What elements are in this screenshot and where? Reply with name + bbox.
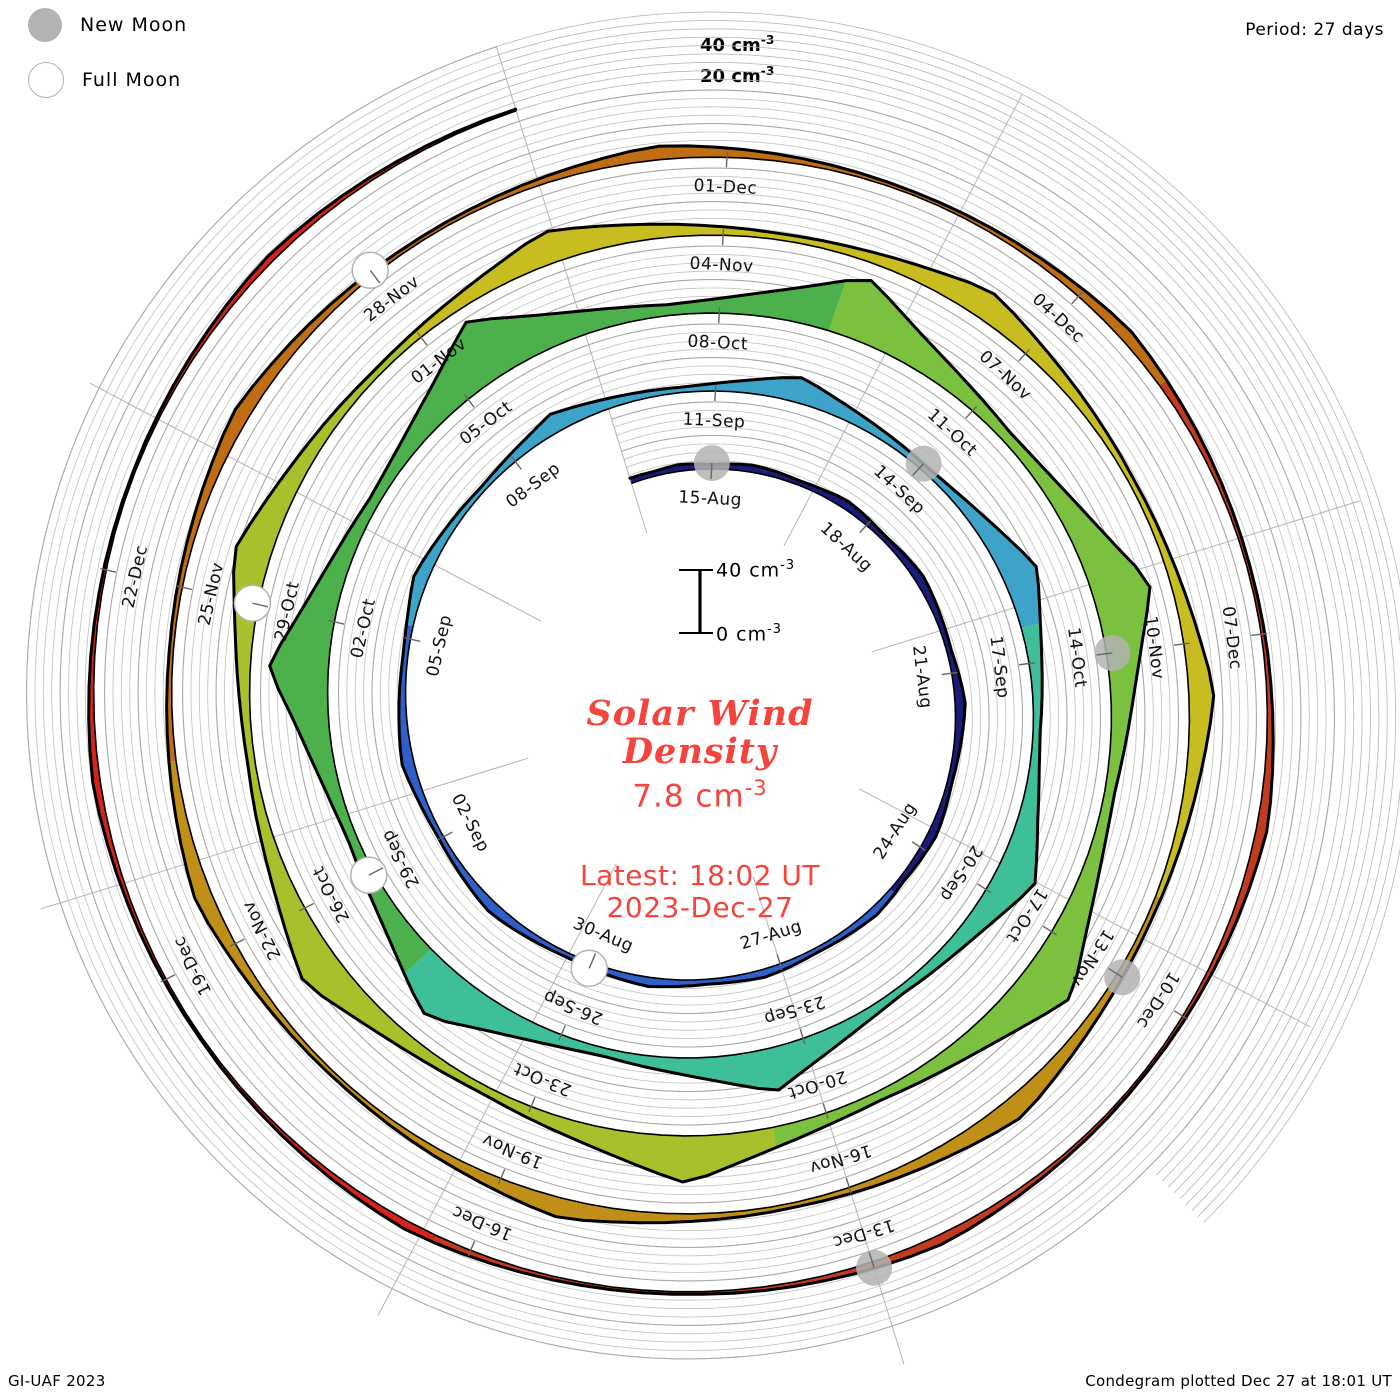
scale-bar-bottom-text: 0 cm	[716, 623, 768, 646]
radial-scale-40-exp: -3	[760, 33, 775, 47]
scale-bar-bottom-label: 0 cm-3	[716, 622, 782, 645]
date-label: 26-Oct	[309, 863, 355, 926]
full-moon-marker	[233, 584, 272, 622]
date-label: 01-Dec	[693, 176, 758, 199]
date-label: 22-Dec	[119, 543, 153, 610]
date-label: 15-Aug	[678, 487, 742, 510]
moon-phase-markers	[233, 251, 1141, 1286]
new-moon-marker	[905, 445, 942, 482]
date-label: 16-Nov	[807, 1140, 874, 1178]
date-label: 27-Aug	[738, 916, 805, 954]
new-moon-marker	[856, 1249, 893, 1286]
date-label: 05-Sep	[423, 613, 456, 679]
date-label: 10-Nov	[1140, 615, 1168, 681]
date-label: 17-Sep	[985, 635, 1013, 700]
date-label: 02-Sep	[447, 791, 493, 856]
date-label: 23-Oct	[511, 1058, 575, 1100]
footer-credit: GI-UAF 2023	[8, 1372, 106, 1390]
period-label: Period: 27 days	[1245, 20, 1384, 40]
date-label: 21-Aug	[908, 644, 936, 710]
new-moon-icon	[28, 8, 62, 42]
legend-item-new-moon: New Moon	[28, 8, 187, 42]
full-moon-icon	[28, 62, 64, 98]
legend-label-new-moon: New Moon	[80, 14, 188, 36]
legend-item-full-moon: Full Moon	[28, 62, 181, 98]
scale-bar-top-label: 40 cm-3	[716, 558, 795, 581]
date-label: 08-Sep	[502, 458, 564, 512]
date-label: 20-Sep	[935, 841, 986, 905]
scale-bar-top-exp: -3	[780, 558, 796, 573]
date-label: 07-Dec	[1218, 605, 1246, 671]
date-label: 14-Oct	[1063, 626, 1090, 689]
date-label: 25-Nov	[195, 561, 229, 628]
new-moon-marker	[1104, 959, 1141, 996]
date-label: 13-Dec	[830, 1214, 897, 1252]
radial-scale-20-exp: -3	[760, 64, 775, 78]
legend-label-full-moon: Full Moon	[82, 69, 182, 91]
scale-bar-bottom-exp: -3	[767, 622, 782, 637]
date-label: 30-Aug	[570, 914, 636, 957]
date-label: 08-Oct	[687, 332, 749, 355]
scale-bar-top-text: 40 cm	[716, 559, 781, 582]
date-label: 04-Nov	[689, 254, 754, 277]
date-tick-marks	[100, 151, 1268, 1268]
date-label: 11-Sep	[682, 409, 746, 432]
date-labels: 15-Aug18-Aug21-Aug24-Aug27-Aug30-Aug02-S…	[119, 176, 1246, 1253]
date-label: 23-Sep	[761, 991, 827, 1029]
footer-plot-time: Condegram plotted Dec 27 at 18:01 UT	[1085, 1372, 1392, 1390]
moon-phase-legend: New Moon Full Moon	[0, 0, 300, 120]
